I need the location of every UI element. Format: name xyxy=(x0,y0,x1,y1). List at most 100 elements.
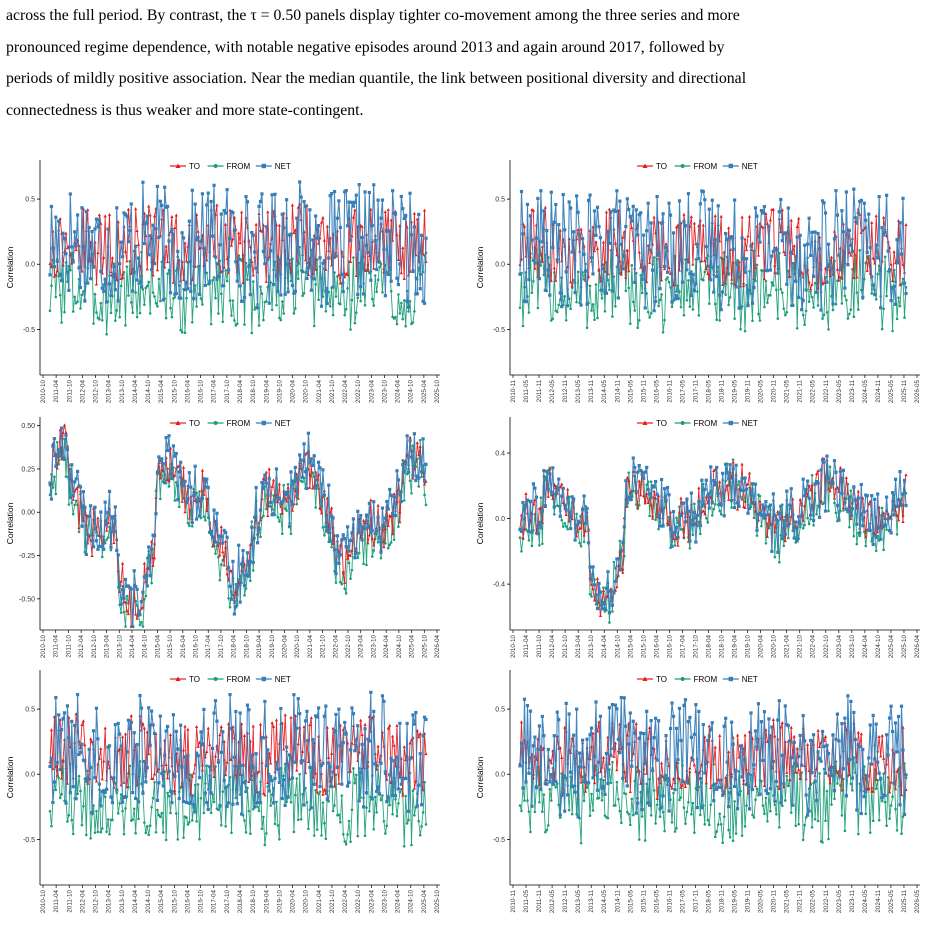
point-net xyxy=(263,262,266,265)
point-from xyxy=(213,276,216,279)
point-from xyxy=(560,519,563,522)
point-net xyxy=(237,258,240,261)
point-from xyxy=(403,299,406,302)
point-net xyxy=(117,299,120,302)
point-net xyxy=(371,797,374,800)
point-net xyxy=(237,544,240,547)
point-from xyxy=(629,823,632,826)
point-net xyxy=(696,514,699,517)
point-from xyxy=(214,552,217,555)
point-net xyxy=(721,472,724,475)
paragraph-line: across the full period. By contrast, the… xyxy=(6,0,938,32)
point-net xyxy=(130,587,133,590)
point-net xyxy=(653,309,656,312)
point-from xyxy=(537,307,540,310)
point-net xyxy=(284,293,287,296)
point-from xyxy=(124,807,127,810)
point-net xyxy=(812,519,815,522)
point-from xyxy=(557,304,560,307)
point-from xyxy=(836,782,839,785)
point-net xyxy=(541,509,544,512)
point-net xyxy=(398,262,401,265)
point-from xyxy=(586,326,589,329)
point-to xyxy=(149,213,152,216)
point-net xyxy=(593,209,596,212)
point-net xyxy=(527,530,530,533)
point-net xyxy=(895,238,898,241)
point-net xyxy=(301,759,304,762)
point-from xyxy=(784,314,787,317)
point-net xyxy=(852,485,855,488)
point-net xyxy=(545,783,548,786)
point-net xyxy=(50,757,53,760)
point-net xyxy=(233,756,236,759)
point-net xyxy=(244,574,247,577)
point-from xyxy=(702,279,705,282)
point-from xyxy=(729,296,732,299)
y-axis-label: Correlation xyxy=(475,502,485,544)
x-tick-label: 2015-04 xyxy=(154,635,161,659)
point-net xyxy=(146,766,149,769)
point-net xyxy=(521,501,524,504)
point-from xyxy=(720,513,723,516)
point-from xyxy=(160,812,163,815)
point-net xyxy=(86,282,89,285)
point-net xyxy=(872,543,875,546)
point-net xyxy=(313,454,316,457)
point-net xyxy=(320,305,323,308)
point-from xyxy=(881,328,884,331)
point-from xyxy=(95,810,98,813)
point-net xyxy=(885,194,888,197)
point-net xyxy=(291,776,294,779)
point-net xyxy=(733,506,736,509)
point-net xyxy=(224,211,227,214)
point-net xyxy=(611,290,614,293)
x-tick-label: 2020-10 xyxy=(303,380,310,404)
point-net xyxy=(818,516,821,519)
point-net xyxy=(736,263,739,266)
x-tick-label: 2026-04 xyxy=(434,635,441,659)
x-tick-label: 2021-05 xyxy=(784,890,791,914)
point-from xyxy=(806,517,809,520)
point-net xyxy=(679,258,682,261)
point-net xyxy=(416,292,419,295)
point-to xyxy=(419,732,422,735)
point-from xyxy=(205,765,208,768)
point-from xyxy=(120,611,123,614)
point-net xyxy=(521,787,524,790)
point-net xyxy=(411,270,414,273)
point-to xyxy=(597,267,600,270)
x-tick-label: 2010-10 xyxy=(510,635,517,659)
point-net xyxy=(234,605,237,608)
point-from xyxy=(689,305,692,308)
point-net xyxy=(387,796,390,799)
point-to xyxy=(363,723,366,726)
point-net xyxy=(582,494,585,497)
point-net xyxy=(268,789,271,792)
point-net xyxy=(317,461,320,464)
point-net xyxy=(183,288,186,291)
point-net xyxy=(827,243,830,246)
point-from xyxy=(131,311,134,314)
point-from xyxy=(528,810,531,813)
point-from xyxy=(857,308,860,311)
point-net xyxy=(202,477,205,480)
point-from xyxy=(49,810,52,813)
point-net xyxy=(539,788,542,791)
point-net xyxy=(740,236,743,239)
point-from xyxy=(583,800,586,803)
point-net xyxy=(318,466,321,469)
point-from xyxy=(708,824,711,827)
point-from xyxy=(243,819,246,822)
point-net xyxy=(101,545,104,548)
point-net xyxy=(755,215,758,218)
point-net xyxy=(272,512,275,515)
point-from xyxy=(842,509,845,512)
point-from xyxy=(636,326,639,329)
point-net xyxy=(870,275,873,278)
point-net xyxy=(301,476,304,479)
point-to xyxy=(323,239,326,242)
point-net xyxy=(664,246,667,249)
point-net xyxy=(411,713,414,716)
